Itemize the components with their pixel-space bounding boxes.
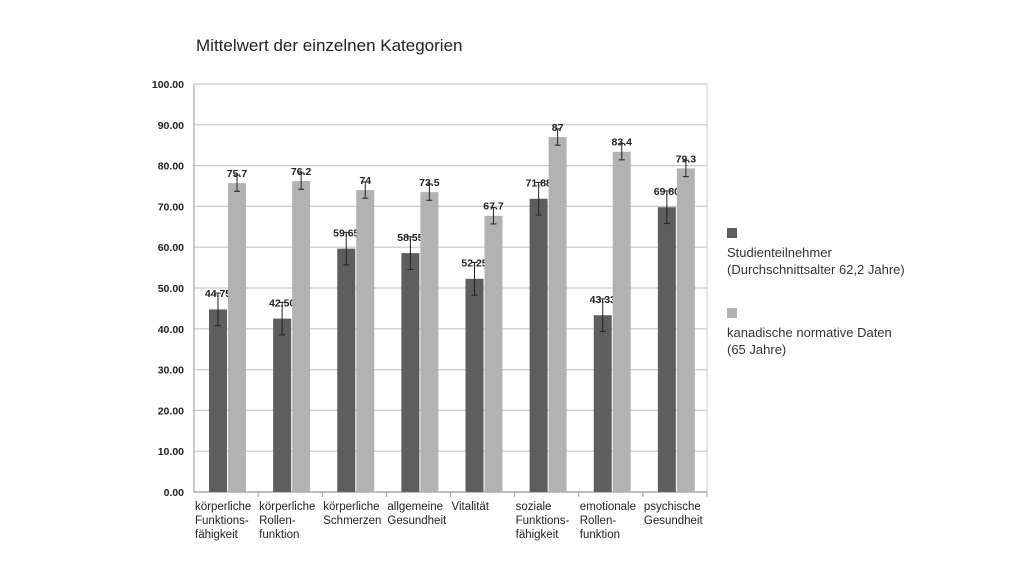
y-tick-label: 40.00: [158, 324, 184, 336]
data-label: 52.25: [461, 258, 487, 270]
bar: [401, 253, 420, 492]
bar: [529, 198, 548, 492]
y-tick-label: 80.00: [158, 161, 184, 173]
bar: [657, 207, 676, 492]
x-tick-label: emotionale Rollen- funktion: [579, 501, 637, 541]
data-label: 74: [359, 175, 371, 187]
y-tick-label: 70.00: [158, 201, 184, 213]
bar: [337, 248, 356, 492]
x-tick-label: körperliche Rollen- funktion: [259, 501, 316, 541]
bar: [273, 318, 292, 492]
bar: [292, 181, 311, 492]
legend-label: Studienteilnehmer (Durchschnittsalter 62…: [727, 245, 905, 277]
data-label: 43.33: [590, 294, 616, 306]
bar: [356, 190, 375, 492]
bar: [465, 278, 484, 492]
x-tick-label: soziale Funktions- fähigkeit: [515, 501, 570, 541]
data-label: 59.65: [333, 227, 359, 239]
data-label: 73.5: [419, 177, 440, 189]
y-tick-label: 50.00: [158, 283, 184, 295]
x-tick-label: körperliche Schmerzen: [323, 501, 382, 527]
bar: [612, 151, 631, 492]
bar: [593, 315, 612, 492]
data-label: 42.50: [269, 297, 295, 309]
legend-swatch: [727, 228, 737, 238]
data-label: 76.2: [291, 166, 312, 178]
legend-item-studienteilnehmer: Studienteilnehmer (Durchschnittsalter 62…: [727, 228, 905, 278]
y-tick-label: 20.00: [158, 405, 184, 417]
y-tick-label: 60.00: [158, 242, 184, 254]
data-label: 71.88: [525, 177, 551, 189]
data-label: 67.7: [483, 201, 504, 213]
y-tick-label: 0.00: [164, 487, 185, 499]
y-tick-label: 10.00: [158, 446, 184, 458]
bar: [484, 215, 503, 492]
data-label: 58.55: [397, 232, 423, 244]
x-tick-label: körperliche Funktions- fähigkeit: [195, 501, 252, 541]
y-tick-label: 30.00: [158, 365, 184, 377]
data-label: 44.75: [205, 288, 231, 300]
x-tick-label: psychische Gesundheit: [643, 501, 703, 527]
legend-item-normative: kanadische normative Daten (65 Jahre): [727, 308, 892, 358]
bar: [676, 168, 695, 492]
legend-swatch: [727, 308, 737, 318]
bar: [228, 183, 246, 493]
data-label: 87: [552, 122, 564, 134]
bar: [209, 309, 227, 492]
y-tick-label: 100.00: [152, 79, 184, 91]
data-label: 83.4: [612, 137, 633, 149]
legend-label: kanadische normative Daten (65 Jahre): [727, 325, 892, 357]
data-label: 79.3: [676, 153, 697, 165]
bar: [548, 137, 567, 493]
data-label: 75.7: [227, 168, 248, 180]
chart-title: Mittelwert der einzelnen Kategorien: [196, 36, 463, 55]
bar: [420, 192, 439, 492]
x-tick-label: Vitalität: [451, 501, 490, 513]
y-tick-label: 90.00: [158, 120, 184, 132]
x-tick-label: allgemeine Gesundheit: [387, 501, 447, 527]
data-label: 69.80: [654, 186, 680, 198]
